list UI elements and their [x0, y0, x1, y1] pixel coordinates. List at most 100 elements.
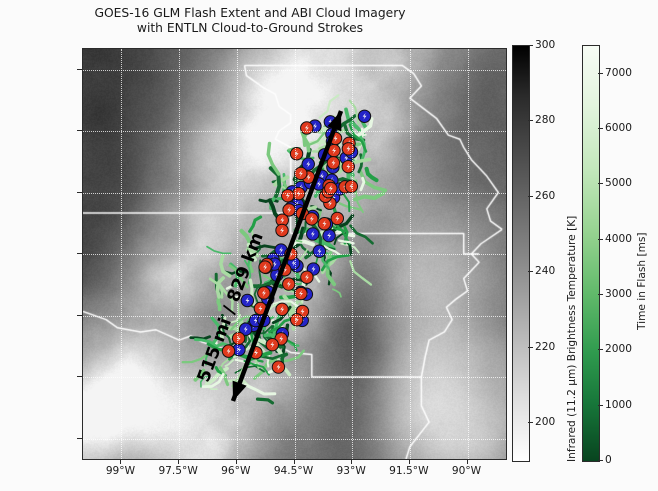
longitude-tick — [293, 459, 295, 464]
glm-flash-branch — [321, 255, 338, 274]
lightning-bolt-icon — [243, 325, 248, 333]
glm-flash-branch — [364, 166, 379, 183]
glm-flash-branch — [359, 176, 366, 192]
gridline-horizontal — [83, 192, 506, 194]
glm-flash-branch — [215, 276, 225, 299]
latitude-tick — [77, 191, 82, 193]
glm-flash-branch — [201, 372, 225, 389]
glm-flash-branch — [243, 383, 277, 396]
flash-time-colorbar-tick-label: 0 — [605, 454, 612, 466]
ir-colorbar-tick — [528, 422, 533, 424]
lightning-bolt-icon — [226, 347, 231, 355]
gridline-horizontal — [83, 438, 506, 440]
entln-positive-stroke-marker — [330, 211, 345, 226]
glm-flash-branch — [234, 365, 265, 374]
glm-flash-branch — [228, 264, 249, 289]
glm-flash-branch — [193, 368, 206, 382]
ir-colorbar-tick-label: 260 — [535, 189, 556, 202]
gridline-horizontal — [83, 315, 506, 317]
lightning-bolt-icon — [279, 335, 284, 343]
lightning-bolt-icon — [272, 260, 277, 268]
lightning-bolt-icon — [270, 341, 275, 349]
entln-positive-stroke-marker — [341, 142, 356, 156]
lightning-bolt-icon — [280, 216, 285, 224]
lightning-bolt-icon — [313, 122, 317, 130]
map-axes[interactable] — [82, 48, 507, 460]
range-arrow-shaft — [230, 110, 344, 402]
flash-time-colorbar-tick — [598, 128, 603, 129]
figure-title: GOES-16 GLM Flash Extent and ABI Cloud I… — [0, 6, 500, 36]
glm-flash-branch — [216, 296, 222, 312]
lightning-bolt-icon — [291, 259, 296, 267]
entln-positive-stroke-marker — [324, 181, 338, 196]
ir-colorbar-tick-label: 240 — [535, 265, 556, 278]
lightning-bolt-icon — [236, 334, 241, 342]
lightning-bolt-icon — [296, 190, 301, 198]
glm-flash-branch — [343, 225, 349, 245]
glm-flash-branch — [221, 314, 242, 324]
lightning-bolt-icon — [274, 271, 279, 279]
lightning-bolt-icon — [305, 273, 309, 281]
lightning-bolt-icon — [346, 163, 351, 171]
flash-time-colorbar-tick — [598, 460, 603, 461]
lightning-bolt-icon — [306, 173, 311, 181]
longitude-tick — [120, 459, 122, 464]
entln-positive-stroke-marker — [271, 360, 286, 374]
glm-flash-branch — [325, 251, 337, 287]
lightning-bolt-icon — [299, 290, 303, 297]
glm-flash-branch — [280, 349, 305, 363]
glm-flash-branch — [206, 245, 232, 255]
ir-colorbar — [512, 45, 530, 462]
flash-time-colorbar-tick — [598, 404, 603, 406]
lightning-bolt-icon — [349, 183, 354, 190]
lightning-bolt-icon — [298, 170, 303, 177]
glm-flash-branch — [349, 224, 374, 245]
glm-flash-branch — [353, 191, 386, 202]
gridline-horizontal — [83, 254, 506, 255]
lightning-bolt-icon — [280, 226, 285, 234]
entln-positive-stroke-marker — [275, 223, 289, 238]
range-arrow-head — [327, 111, 342, 132]
flash-time-colorbar-tick-label: 4000 — [605, 232, 632, 245]
glm-flash-branch — [318, 94, 340, 119]
glm-flash-branch — [193, 338, 217, 347]
lightning-bolt-icon — [282, 266, 287, 274]
longitude-tick-label: 99°W — [105, 465, 136, 477]
ir-colorbar-tick — [528, 45, 533, 46]
entln-positive-stroke-marker — [231, 331, 246, 346]
entln-positive-stroke-marker — [282, 277, 296, 291]
title-line-1: GOES-16 GLM Flash Extent and ABI Cloud I… — [94, 6, 406, 20]
entln-positive-stroke-marker — [341, 159, 355, 174]
glm-flash-branch — [217, 282, 234, 314]
latitude-tick — [77, 437, 82, 439]
flash-time-colorbar — [582, 45, 600, 462]
glm-flash-branch — [247, 254, 254, 268]
longitude-tick-label: 90°W — [451, 465, 482, 477]
entln-positive-stroke-marker — [300, 270, 314, 284]
entln-negative-stroke-marker — [301, 157, 315, 171]
glm-flash-branch — [181, 352, 210, 364]
flash-time-colorbar-tick — [598, 294, 603, 295]
latitude-tick — [77, 376, 82, 377]
lightning-bolt-icon — [335, 215, 340, 222]
title-line-2: with ENTLN Cloud-to-Ground Strokes — [136, 21, 364, 35]
glm-flash-branch — [331, 288, 342, 298]
flash-time-colorbar-tick — [598, 238, 603, 240]
lightning-bolt-icon — [280, 305, 285, 313]
glm-flash-branch — [358, 169, 388, 193]
lightning-bolt-icon — [346, 145, 351, 153]
glm-flash-branch — [280, 352, 289, 364]
gridline-horizontal — [83, 69, 506, 71]
lightning-bolt-icon — [317, 180, 321, 188]
lightning-bolt-icon — [328, 118, 333, 126]
entln-positive-stroke-marker — [257, 286, 271, 300]
lightning-bolt-icon — [362, 112, 367, 120]
glm-flash-branch — [253, 357, 278, 380]
ir-colorbar-tick-label: 200 — [535, 416, 556, 429]
lightning-bolt-icon — [328, 185, 333, 192]
entln-positive-stroke-marker — [305, 212, 319, 226]
lightning-bolt-icon — [245, 297, 250, 304]
longitude-tick-label: 91.5°W — [389, 465, 429, 477]
glm-flash-branch — [357, 117, 374, 137]
